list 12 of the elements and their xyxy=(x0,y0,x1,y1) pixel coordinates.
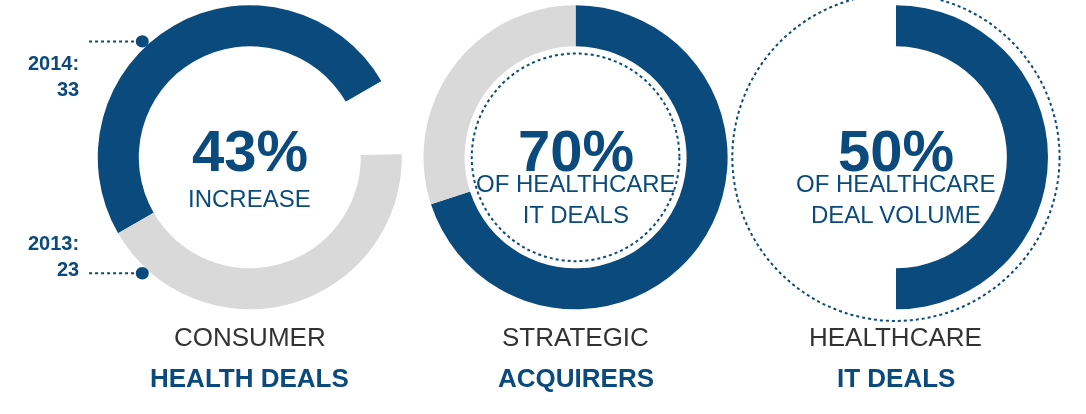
text: INCREASE xyxy=(188,185,311,212)
text: IT DEALS xyxy=(837,363,956,393)
donut-slice xyxy=(97,5,382,234)
text: STRATEGIC xyxy=(502,322,649,352)
text: HEALTHCARE xyxy=(809,322,982,352)
donut-slice xyxy=(430,5,728,310)
text: 43% xyxy=(192,118,309,183)
text: ACQUIRERS xyxy=(498,363,655,393)
text: 2014: 33 xyxy=(28,52,80,100)
text: HEALTH DEALS xyxy=(150,363,349,393)
text: 2013: 23 xyxy=(28,232,80,280)
text: CONSUMER xyxy=(174,322,326,352)
